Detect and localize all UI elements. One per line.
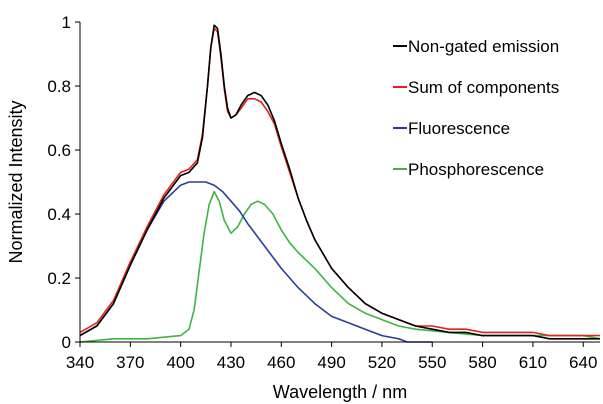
- legend-label: Sum of components: [408, 78, 559, 97]
- axis-ticks: 340 370 400 430 460 490 520 550 580 610 640 0 0.2 0.4…: [47, 13, 597, 372]
- series-line-non-gated-emission: [79, 24, 600, 340]
- legend: Non-gated emission Sum of components Fluor…: [393, 37, 559, 179]
- legend-label: Phosphorescence: [408, 160, 544, 179]
- plot-lines: [79, 24, 601, 343]
- x-tick-label: 340: [66, 353, 94, 372]
- x-tick-label: 550: [418, 353, 446, 372]
- y-axis-title: Normalized Intensity: [6, 100, 26, 263]
- y-tick-label: 1: [62, 13, 71, 32]
- x-tick-label: 580: [468, 353, 496, 372]
- x-tick-label: 520: [368, 353, 396, 372]
- x-tick-label: 490: [317, 353, 345, 372]
- series-line-phosphorescence: [79, 190, 601, 343]
- x-tick-label: 640: [569, 353, 597, 372]
- y-tick-label: 0.6: [47, 141, 71, 160]
- y-tick-label: 0.4: [47, 205, 71, 224]
- y-tick-label: 0.8: [47, 77, 71, 96]
- y-tick-label: 0.2: [47, 269, 71, 288]
- y-tick-label: 0: [62, 333, 71, 352]
- x-tick-label: 400: [166, 353, 194, 372]
- legend-label: Non-gated emission: [408, 37, 559, 56]
- x-tick-label: 610: [519, 353, 547, 372]
- x-tick-label: 460: [267, 353, 295, 372]
- legend-label: Fluorescence: [408, 119, 510, 138]
- series-line-sum-of-components: [79, 27, 600, 337]
- axes: [79, 22, 600, 343]
- x-tick-label: 370: [116, 353, 144, 372]
- x-tick-label: 430: [217, 353, 245, 372]
- x-axis-title: Wavelength / nm: [273, 382, 407, 402]
